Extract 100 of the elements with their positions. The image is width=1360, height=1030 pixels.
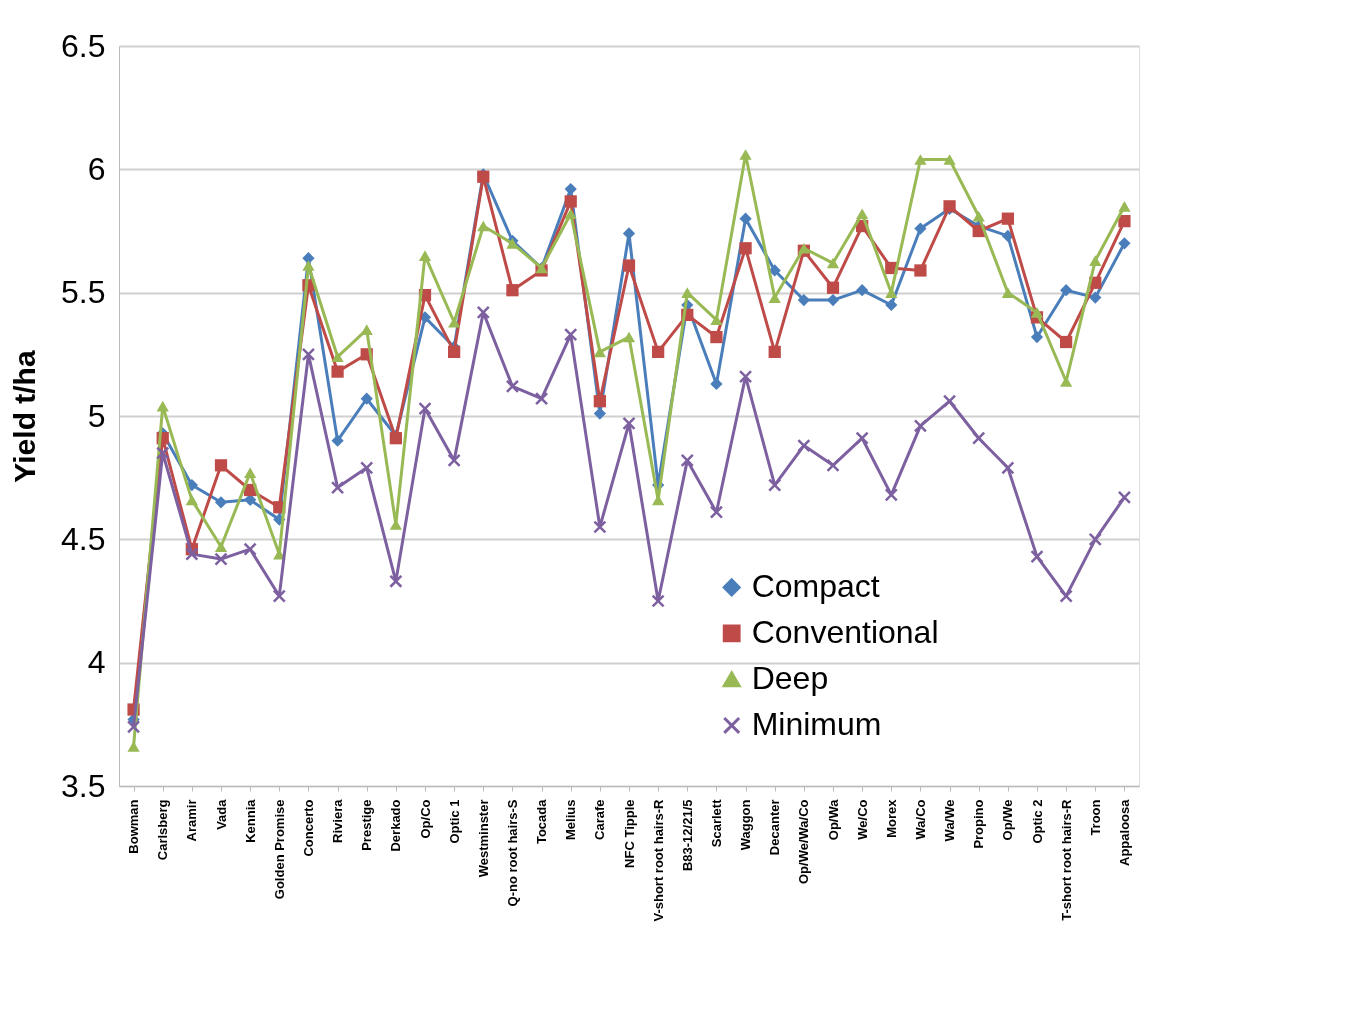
x-tick-label: We/Co (854, 799, 870, 840)
point (739, 212, 752, 225)
x-tick-label: Scarlett (708, 798, 724, 848)
x-tick-label: Vada (213, 798, 229, 830)
point (739, 242, 752, 255)
point (564, 208, 577, 220)
x-tick-label: Aramir (184, 799, 200, 842)
point (1001, 212, 1014, 225)
point (505, 379, 520, 394)
point (826, 257, 840, 269)
point (826, 293, 840, 307)
point (855, 431, 869, 445)
y-tick-label: 6 (87, 150, 106, 187)
x-tick-label: T-short root hairs-R (1058, 798, 1074, 921)
y-tick-label: 5 (87, 397, 106, 434)
x-tick-label: Propino (971, 799, 987, 849)
point (826, 281, 840, 294)
point (244, 467, 257, 479)
point (710, 330, 723, 344)
x-tick-label: Op/We (1000, 799, 1016, 841)
point (272, 589, 287, 603)
point (826, 458, 840, 473)
point (593, 395, 606, 408)
point (622, 227, 636, 240)
y-axis-title: Yield t/ha (8, 350, 42, 483)
point (1030, 549, 1044, 564)
point (971, 431, 986, 445)
point (1059, 589, 1073, 603)
point (652, 345, 665, 358)
point (185, 494, 198, 506)
point (884, 488, 899, 502)
point (943, 154, 956, 165)
point (1089, 291, 1102, 304)
x-tick-label: Q-no root hairs-S (504, 799, 520, 907)
point (885, 298, 898, 312)
point (447, 453, 461, 468)
point (1001, 287, 1014, 298)
point (709, 505, 724, 519)
point (914, 154, 927, 165)
x-tick-label: Wa/We (942, 799, 958, 842)
point (156, 400, 169, 412)
y-tick-label: 4 (87, 644, 106, 681)
point (767, 478, 782, 492)
y-tick-label: 6.5 (61, 27, 106, 64)
y-tick-label: 5.5 (61, 274, 106, 311)
x-tick-label: Bowman (126, 799, 142, 854)
point (622, 416, 636, 431)
x-tick-label: Optic 1 (446, 799, 462, 844)
point (856, 208, 869, 220)
x-tick-label: Op/Wa (825, 798, 841, 841)
point (127, 741, 140, 752)
point (564, 195, 577, 208)
point (359, 461, 374, 475)
point (302, 260, 315, 271)
point (856, 284, 869, 297)
y-tick-label: 3.5 (61, 767, 106, 804)
point (651, 594, 665, 608)
point (797, 438, 811, 453)
point (1118, 215, 1131, 228)
point (214, 459, 228, 472)
point (1030, 330, 1044, 344)
point (389, 574, 403, 588)
point (1117, 490, 1132, 505)
point (1060, 284, 1073, 297)
x-tick-label: Op/Co (417, 799, 433, 839)
point (1089, 255, 1102, 266)
x-tick-label: Kennia (242, 798, 258, 843)
point (331, 434, 344, 447)
point (738, 369, 753, 384)
point (1088, 532, 1103, 547)
x-tick-label: Concerto (300, 799, 316, 857)
point (593, 520, 607, 534)
point (942, 394, 957, 408)
x-tick-label: Derkado (388, 799, 404, 852)
point (126, 720, 141, 734)
point (680, 453, 695, 468)
x-tick-label: Morex (883, 798, 899, 838)
point (710, 377, 723, 391)
legend-label: Compact (751, 568, 880, 605)
point (214, 552, 228, 566)
point (331, 351, 344, 363)
point (155, 446, 170, 460)
point (301, 347, 316, 362)
x-tick-label: Wa/Co (912, 799, 928, 840)
point (1118, 201, 1131, 212)
point (622, 331, 636, 343)
x-tick-label: Prestige (359, 799, 375, 851)
point (1118, 237, 1131, 250)
x-tick-label: Tocada (534, 798, 550, 845)
x-tick-label: V-short root hairs-R (650, 798, 666, 922)
point (710, 314, 723, 326)
legend-label: Deep (751, 660, 829, 697)
point (448, 345, 461, 358)
x-tick-label: Golden Promise (271, 799, 287, 900)
point (593, 346, 606, 358)
x-tick-label: Riviera (330, 798, 346, 843)
legend-label: Conventional (751, 614, 939, 651)
point (214, 541, 228, 553)
point (913, 419, 928, 433)
x-tick-label: Westminster (475, 799, 491, 878)
